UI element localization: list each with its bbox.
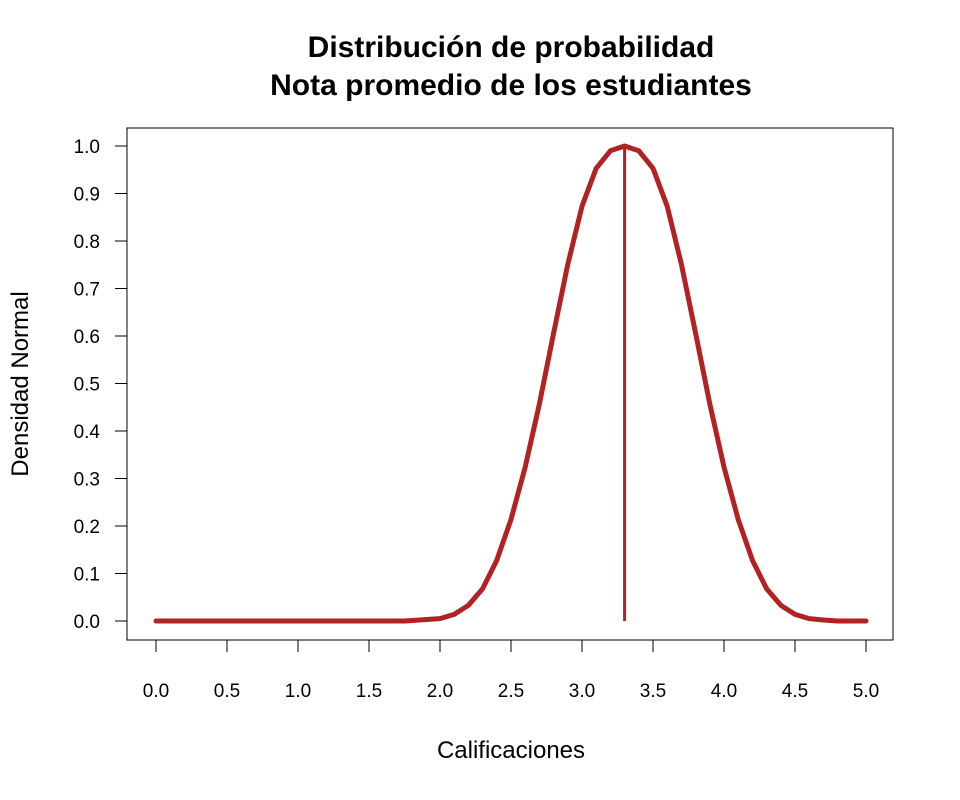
x-tick-label: 2.5	[498, 681, 524, 702]
y-tick-label: 0.8	[74, 232, 100, 253]
y-axis: 0.0 0.1 0.2 0.3 0.4 0.5 0.6 0.7 0.8 0.9 1.0	[74, 137, 127, 633]
y-tick-label: 0.3	[74, 470, 100, 491]
plot-marks	[153, 143, 869, 624]
x-axis-label: Calificaciones	[437, 737, 585, 764]
density-curve	[153, 143, 869, 624]
y-axis-label: Densidad Normal	[7, 291, 34, 476]
y-tick-label: 0.6	[74, 327, 100, 348]
y-tick-label: 0.5	[74, 375, 100, 396]
y-tick-label: 0.9	[74, 185, 100, 206]
x-tick-label: 4.0	[711, 681, 737, 702]
x-tick-label: 1.5	[356, 681, 382, 702]
x-tick-label: 3.5	[640, 681, 666, 702]
x-tick-label: 0.0	[143, 681, 169, 702]
x-tick-label: 5.0	[853, 681, 879, 702]
x-tick-label: 4.5	[782, 681, 808, 702]
chart-title-line-2: Nota promedio de los estudiantes	[270, 69, 752, 102]
x-axis: 0.0 0.5 1.0 1.5 2.0 2.5 3.0 3.5 4.0 4.5 5.0	[143, 640, 879, 702]
y-tick-label: 0.4	[74, 422, 101, 443]
y-tick-label: 0.0	[74, 612, 100, 633]
y-tick-label: 0.2	[74, 517, 100, 538]
x-tick-label: 1.0	[285, 681, 311, 702]
x-tick-label: 3.0	[569, 681, 595, 702]
y-tick-label: 0.7	[74, 280, 100, 301]
y-tick-label: 0.1	[74, 565, 100, 586]
y-tick-label: 1.0	[74, 137, 100, 158]
x-tick-label: 2.0	[427, 681, 453, 702]
plot-frame	[126, 127, 894, 641]
x-tick-label: 0.5	[214, 681, 240, 702]
chart-title-line-1: Distribución de probabilidad	[308, 31, 715, 64]
